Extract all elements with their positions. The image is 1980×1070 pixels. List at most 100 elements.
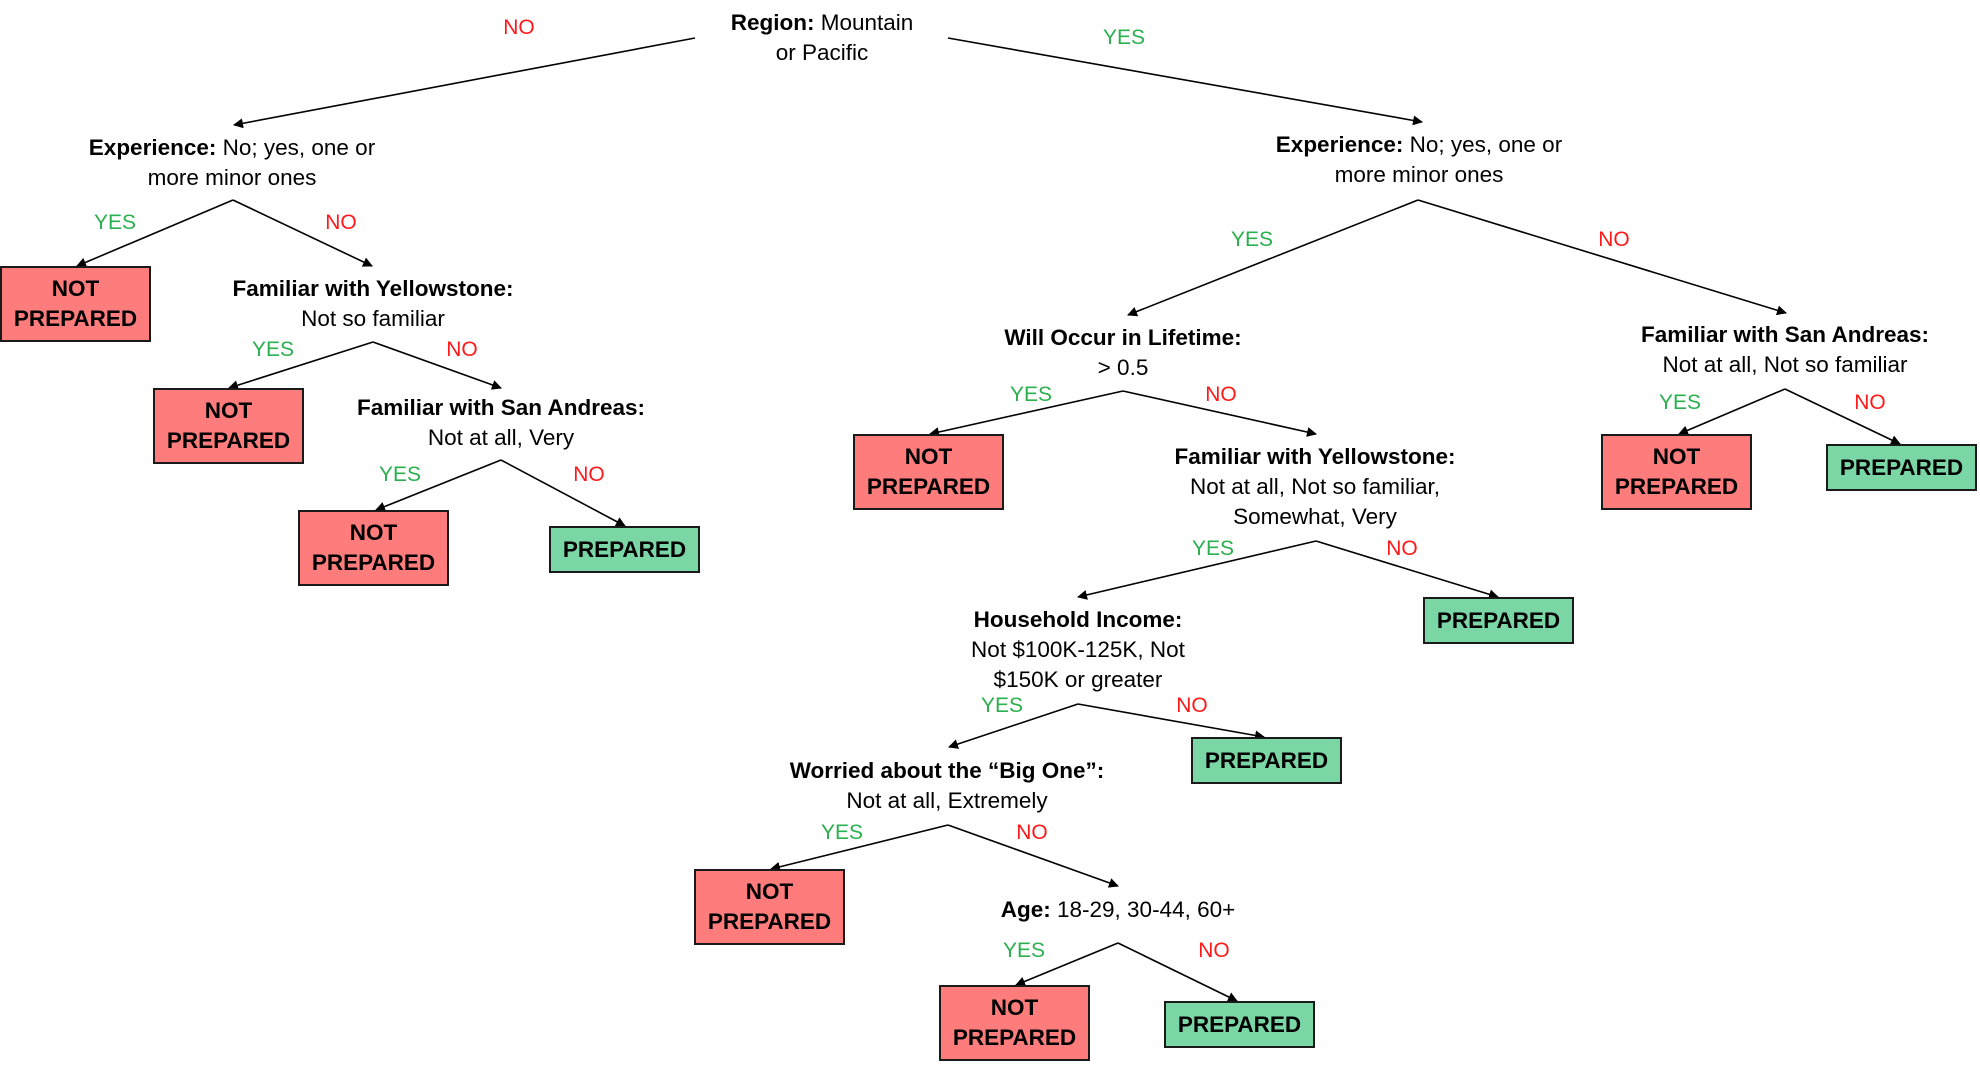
edge-bigone-yes (770, 824, 949, 872)
branch-label-yes: YES (93, 211, 137, 234)
leaf-text: PREPARED (707, 909, 832, 934)
leaf-text: PREPARED (1436, 607, 1561, 633)
node-worried-big-one-bold: Worried about the “Big One”: (789, 758, 1105, 783)
edge-age-no (1117, 942, 1238, 1002)
leaf-prepared: PREPARED (1826, 444, 1977, 491)
node-age-text: 18-29, 30-44, 60+ (1050, 897, 1236, 922)
edge-income-yes (948, 703, 1079, 749)
node-right-yellowstone: Familiar with Yellowstone: Not at all, N… (1175, 442, 1456, 532)
node-left-yellowstone-bold: Familiar with Yellowstone: (232, 276, 514, 301)
leaf-text: PREPARED (952, 1025, 1077, 1050)
branch-label-yes: YES (1002, 939, 1046, 962)
edge-rightsa-yes (1678, 388, 1786, 436)
leaf-text: NOT (349, 520, 398, 545)
node-worried-big-one: Worried about the “Big One”: Not at all,… (790, 756, 1105, 816)
edge-leftexp-no (232, 199, 373, 267)
edge-lifetime-yes (929, 390, 1124, 437)
node-region-bold: Region: (730, 10, 815, 35)
leaf-text: PREPARED (1177, 1011, 1302, 1037)
node-age: Age: 18-29, 30-44, 60+ (1001, 895, 1236, 925)
edge-rightyell-yes (1077, 540, 1317, 600)
leaf-text: PREPARED (1614, 474, 1739, 499)
leaf-not-prepared: NOT PREPARED (1601, 434, 1752, 510)
node-right-yellowstone-bold: Familiar with Yellowstone: (1174, 444, 1456, 469)
edge-leftyell-no (372, 341, 502, 390)
node-will-occur-lifetime-bold: Will Occur in Lifetime: (1004, 325, 1242, 350)
leaf-prepared: PREPARED (1423, 597, 1574, 644)
node-worried-big-one-line2: Not at all, Extremely (846, 788, 1048, 813)
node-region-line2: or Pacific (775, 40, 869, 65)
leaf-not-prepared: NOT PREPARED (939, 985, 1090, 1061)
edge-leftexp-yes (76, 199, 234, 268)
edge-rightyell-no (1315, 540, 1499, 600)
edge-bigone-no (947, 824, 1119, 888)
branch-label-no: NO (325, 211, 357, 234)
leaf-prepared: PREPARED (1164, 1001, 1315, 1048)
node-age-bold: Age: (1000, 897, 1051, 922)
leaf-text: NOT (990, 995, 1039, 1020)
edge-root-right (947, 37, 1423, 126)
node-right-experience-line2: more minor ones (1334, 162, 1504, 187)
branch-label-yes: YES (1658, 391, 1702, 414)
node-household-income-bold: Household Income: (973, 607, 1183, 632)
leaf-text: NOT (204, 398, 253, 423)
edge-leftyell-yes (228, 341, 374, 391)
branch-label-no: NO (1016, 821, 1048, 844)
leaf-prepared: PREPARED (1191, 737, 1342, 784)
leaf-text: PREPARED (13, 306, 138, 331)
leaf-text: PREPARED (866, 474, 991, 499)
branch-label-yes: YES (820, 821, 864, 844)
node-left-experience-text: No; yes, one or (216, 135, 376, 160)
leaf-text: PREPARED (311, 550, 436, 575)
node-left-experience-line2: more minor ones (147, 165, 317, 190)
node-will-occur-lifetime: Will Occur in Lifetime: > 0.5 (1004, 323, 1241, 383)
edge-leftsa-no (500, 459, 626, 527)
leaf-text: PREPARED (1204, 747, 1329, 773)
branch-label-no: NO (1176, 694, 1208, 717)
branch-label-yes: YES (1230, 228, 1274, 251)
node-will-occur-lifetime-line2: > 0.5 (1097, 355, 1149, 380)
node-right-experience-bold: Experience: (1275, 132, 1404, 157)
leaf-prepared: PREPARED (549, 526, 700, 573)
branch-label-no: NO (1598, 228, 1630, 251)
node-right-experience-text: No; yes, one or (1403, 132, 1563, 157)
branch-label-yes: YES (378, 463, 422, 486)
node-left-yellowstone: Familiar with Yellowstone: Not so famili… (233, 274, 514, 334)
node-left-yellowstone-line2: Not so familiar (301, 306, 445, 331)
node-right-yellowstone-line2: Not at all, Not so familiar, (1189, 474, 1441, 499)
leaf-not-prepared: NOT PREPARED (694, 869, 845, 945)
node-region: Region: Mountain or Pacific (731, 8, 914, 68)
node-right-sanandreas-bold: Familiar with San Andreas: (1641, 322, 1929, 347)
edge-rightsa-no (1784, 388, 1901, 445)
leaf-not-prepared: NOT PREPARED (153, 388, 304, 464)
branch-label-no: NO (1198, 939, 1230, 962)
branch-label-no: NO (573, 463, 605, 486)
node-right-experience: Experience: No; yes, one or more minor o… (1276, 130, 1562, 190)
leaf-text: NOT (745, 879, 794, 904)
branch-label-no: NO (503, 16, 535, 39)
branch-label-yes: YES (1009, 383, 1053, 406)
node-left-experience: Experience: No; yes, one or more minor o… (89, 133, 375, 193)
leaf-not-prepared: NOT PREPARED (298, 510, 449, 586)
branch-label-no: NO (1205, 383, 1237, 406)
branch-label-yes: YES (1102, 26, 1146, 49)
node-household-income: Household Income: Not $100K-125K, Not $1… (971, 605, 1185, 695)
branch-label-yes: YES (980, 694, 1024, 717)
node-right-yellowstone-line3: Somewhat, Very (1233, 504, 1397, 529)
branch-label-yes: YES (251, 338, 295, 361)
edge-leftsa-yes (375, 459, 502, 512)
node-left-sanandreas-bold: Familiar with San Andreas: (357, 395, 645, 420)
node-right-sanandreas-line2: Not at all, Not so familiar (1662, 352, 1908, 377)
leaf-text: PREPARED (1839, 454, 1964, 480)
node-household-income-line2: Not $100K-125K, Not (971, 637, 1185, 662)
node-left-sanandreas: Familiar with San Andreas: Not at all, V… (357, 393, 645, 453)
branch-label-no: NO (1854, 391, 1886, 414)
leaf-not-prepared: NOT PREPARED (0, 266, 151, 342)
edge-income-no (1077, 703, 1265, 741)
edge-age-yes (1015, 942, 1119, 987)
leaf-not-prepared: NOT PREPARED (853, 434, 1004, 510)
leaf-text: NOT (1652, 444, 1701, 469)
leaf-text: PREPARED (166, 428, 291, 453)
